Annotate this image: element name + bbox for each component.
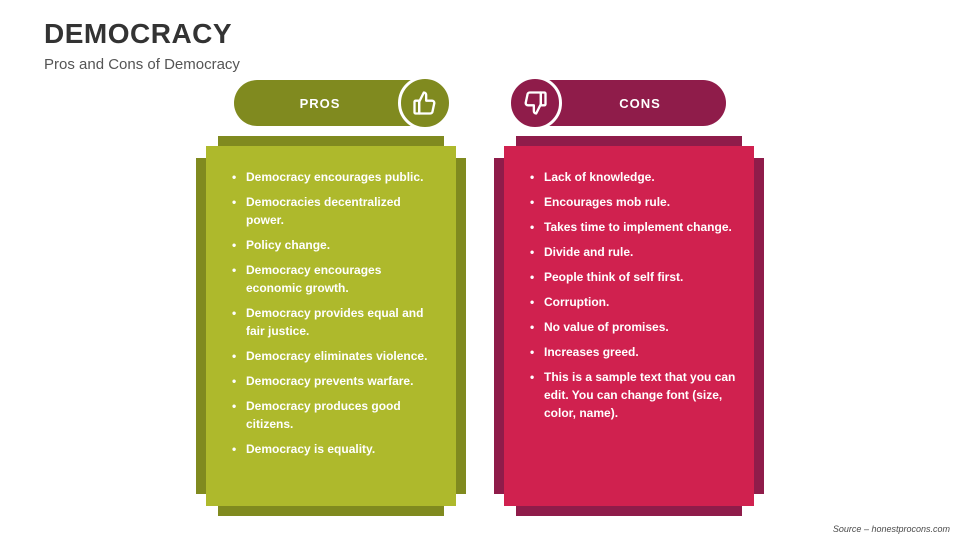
page-subtitle: Pros and Cons of Democracy bbox=[44, 56, 960, 73]
list-item: Lack of knowledge. bbox=[530, 168, 736, 186]
page-title: DEMOCRACY bbox=[44, 18, 960, 50]
pros-card-body: Democracy encourages public. Democracies … bbox=[206, 146, 456, 506]
list-item: Democracy eliminates violence. bbox=[232, 347, 438, 365]
list-item: Democracy encourages public. bbox=[232, 168, 438, 186]
source-attribution: Source – honestprocons.com bbox=[833, 524, 950, 534]
list-item: Democracy is equality. bbox=[232, 440, 438, 458]
pros-card: Democracy encourages public. Democracies … bbox=[206, 146, 456, 506]
list-item: People think of self first. bbox=[530, 268, 736, 286]
cons-card: Lack of knowledge. Encourages mob rule. T… bbox=[504, 146, 754, 506]
cons-column: CONS Lack of knowledge. Encourages mob ru… bbox=[504, 80, 754, 506]
list-item: Encourages mob rule. bbox=[530, 193, 736, 211]
list-item: Democracy prevents warfare. bbox=[232, 372, 438, 390]
cons-card-body: Lack of knowledge. Encourages mob rule. T… bbox=[504, 146, 754, 506]
pros-header-pill: PROS bbox=[234, 80, 446, 126]
list-item: Corruption. bbox=[530, 293, 736, 311]
list-item: Policy change. bbox=[232, 236, 438, 254]
thumbs-down-icon bbox=[508, 76, 562, 130]
pros-list: Democracy encourages public. Democracies … bbox=[232, 168, 438, 458]
thumbs-up-icon bbox=[398, 76, 452, 130]
pros-column: PROS Democracy encourages public.Democra… bbox=[206, 80, 456, 506]
cons-header-pill: CONS bbox=[514, 80, 726, 126]
columns-container: PROS Democracy encourages public.Democra… bbox=[0, 80, 960, 506]
list-item: Takes time to implement change. bbox=[530, 218, 736, 236]
list-item: No value of promises. bbox=[530, 318, 736, 336]
list-item: Democracies decentralized power. bbox=[232, 193, 438, 229]
list-item: This is a sample text that you can edit.… bbox=[530, 368, 736, 422]
list-item: Democracy encourages economic growth. bbox=[232, 261, 438, 297]
list-item: Divide and rule. bbox=[530, 243, 736, 261]
list-item: Increases greed. bbox=[530, 343, 736, 361]
list-item: Democracy provides equal and fair justic… bbox=[232, 304, 438, 340]
header: DEMOCRACY Pros and Cons of Democracy bbox=[0, 0, 960, 73]
cons-list: Lack of knowledge. Encourages mob rule. T… bbox=[530, 168, 736, 422]
list-item: Democracy produces good citizens. bbox=[232, 397, 438, 433]
